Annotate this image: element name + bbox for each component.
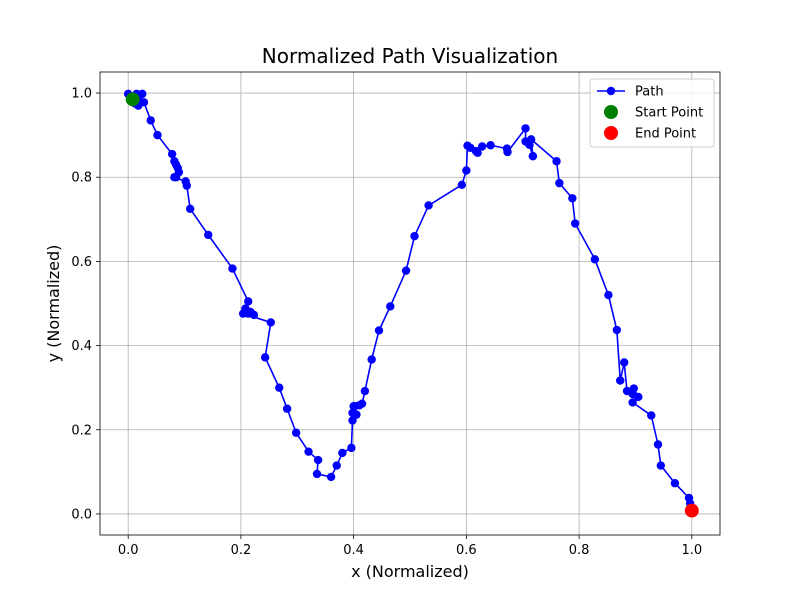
path-point	[312, 469, 322, 479]
path-point	[634, 392, 643, 402]
chart-title: Normalized Path Visualization	[262, 44, 558, 68]
path-point	[526, 135, 536, 144]
x-axis-label: x (Normalized)	[351, 562, 469, 581]
path-point	[260, 353, 270, 362]
path-point	[604, 290, 613, 300]
path-point	[647, 411, 656, 420]
path-point	[590, 255, 600, 264]
y-tick-label: 0.8	[71, 171, 92, 186]
path-point	[352, 410, 361, 419]
path-point	[139, 98, 149, 107]
path-point	[244, 297, 253, 306]
path-point	[138, 89, 147, 99]
y-tick-label: 1.0	[71, 87, 92, 102]
start-point-marker	[125, 92, 140, 107]
path-point	[228, 264, 237, 273]
path-point	[503, 147, 512, 157]
path-point	[473, 148, 482, 158]
path-point	[282, 404, 292, 413]
path-point	[266, 318, 275, 327]
path-point	[291, 428, 301, 437]
path-point	[167, 149, 177, 159]
path-point	[360, 386, 370, 396]
path-point	[374, 326, 384, 335]
legend-label-path: Path	[635, 85, 664, 100]
path-point	[424, 201, 433, 210]
y-tick-label: 0.0	[71, 507, 92, 522]
path-point	[486, 141, 495, 150]
path-point	[628, 398, 637, 407]
path-point	[386, 302, 395, 311]
path-point	[570, 219, 580, 228]
path-point	[568, 194, 577, 203]
path-point	[612, 325, 622, 335]
legend-label-start-point: Start Point	[635, 106, 703, 121]
path-point	[629, 384, 638, 393]
end-point-marker	[684, 503, 699, 518]
axes-frame	[99, 71, 721, 536]
path-point	[653, 440, 663, 449]
x-tick-label: 1.0	[681, 543, 702, 558]
path-point	[457, 180, 467, 190]
path-point	[338, 448, 347, 458]
x-tick-label: 0.8	[569, 543, 590, 558]
path-point	[326, 472, 336, 482]
path-point	[313, 455, 323, 465]
path-point	[348, 416, 357, 425]
path-point	[555, 178, 564, 188]
path-point	[153, 130, 162, 140]
path-point	[204, 230, 213, 240]
legend-box	[589, 78, 715, 148]
path-point	[249, 310, 259, 320]
x-tick-label: 0.6	[456, 543, 477, 558]
axes-background	[100, 72, 720, 535]
path-point	[357, 399, 367, 408]
path-point	[552, 157, 561, 166]
path-point	[521, 124, 530, 133]
path-point	[304, 447, 313, 456]
path-point	[616, 376, 625, 385]
path-point	[656, 461, 666, 470]
legend-start-marker	[604, 105, 618, 119]
legend-path-marker	[606, 86, 616, 96]
path-point	[367, 355, 376, 364]
path-point	[185, 204, 195, 213]
path-point	[670, 479, 680, 488]
path-point	[401, 266, 411, 275]
legend-label-end-point: End Point	[635, 127, 696, 142]
path-point	[332, 461, 341, 470]
legend-end-marker	[604, 126, 618, 140]
path-point	[238, 309, 248, 318]
path-point	[619, 358, 629, 367]
path-point	[528, 151, 538, 161]
y-tick-label: 0.6	[71, 255, 92, 270]
path-point	[170, 173, 179, 182]
y-tick-label: 0.4	[71, 339, 92, 354]
x-tick-label: 0.4	[343, 543, 364, 558]
path-point	[410, 231, 419, 241]
path-point	[171, 160, 181, 169]
path-point	[182, 181, 191, 190]
axis-ticks: 0.0 0.2 0.4 0.6 0.8 1.0 0.0 0.2 0.4 0.6 0.8 1.0	[71, 87, 702, 558]
y-axis-label: y (Normalized)	[44, 245, 63, 363]
y-tick-label: 0.2	[71, 423, 92, 438]
x-tick-label: 0.2	[231, 543, 252, 558]
path-point	[146, 116, 155, 125]
grid	[100, 72, 720, 535]
path-point	[347, 443, 356, 453]
path-point	[477, 142, 487, 151]
x-tick-label: 0.0	[118, 543, 139, 558]
plot-series	[123, 89, 699, 518]
legend: Path Start Point End Point	[589, 78, 715, 148]
path-point	[462, 166, 471, 175]
path-point	[275, 383, 284, 392]
